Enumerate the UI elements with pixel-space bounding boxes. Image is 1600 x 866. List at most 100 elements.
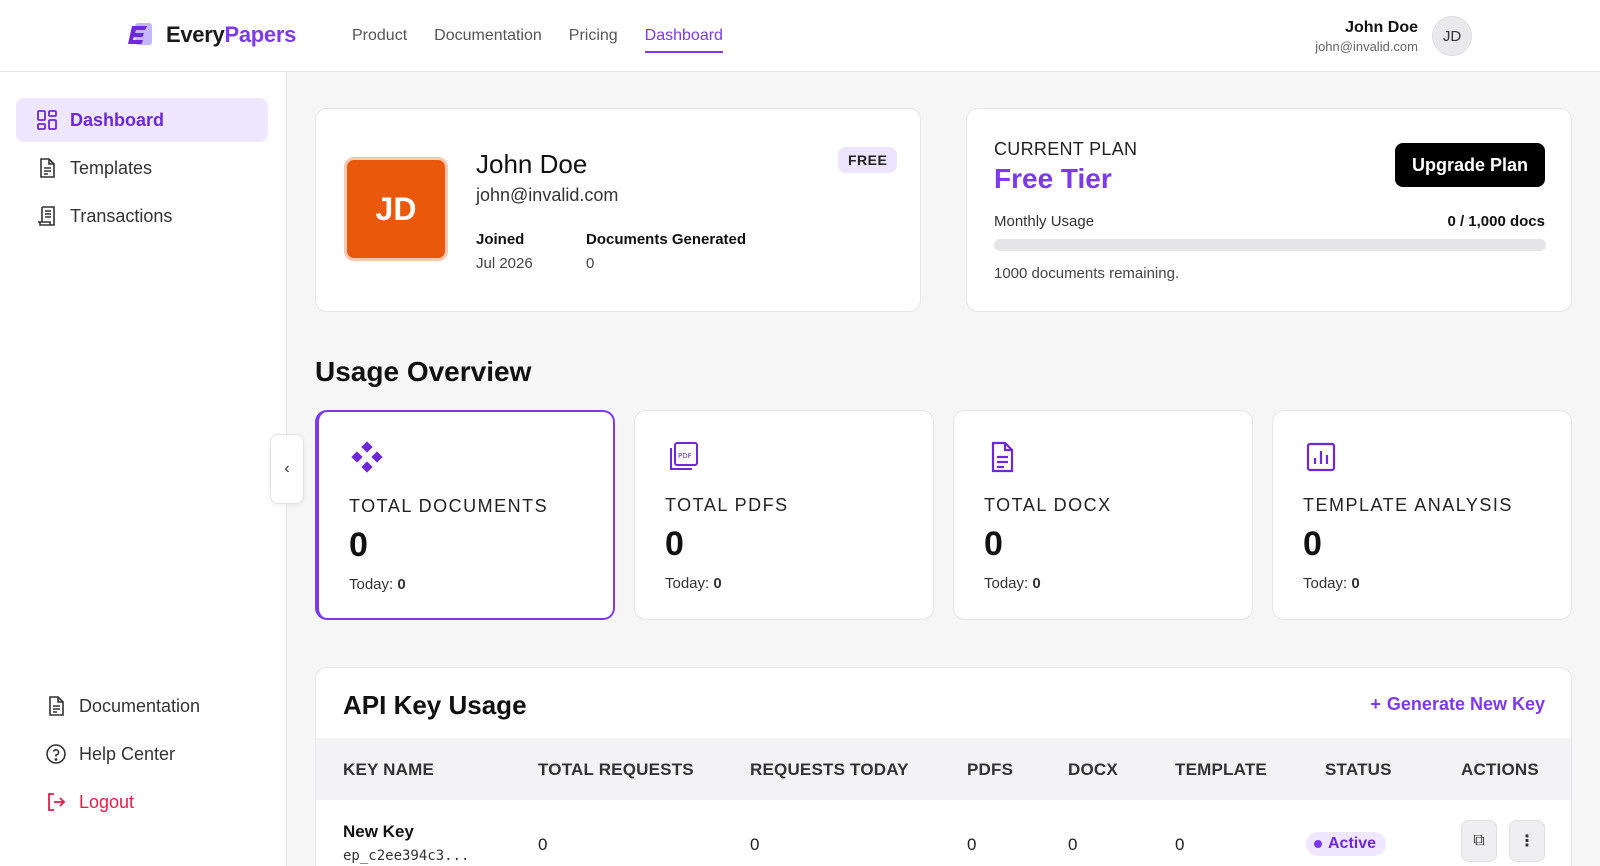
avatar[interactable]: JD xyxy=(1432,16,1472,56)
stat-card-total-documents[interactable]: TOTAL DOCUMENTS 0 Today: 0 xyxy=(315,410,615,620)
brand-name-part2: Papers xyxy=(224,22,297,47)
stat-today-label: Today: xyxy=(1303,575,1352,592)
plus-icon: + xyxy=(1370,694,1381,714)
stat-value: 0 xyxy=(984,525,1003,563)
logout-icon xyxy=(48,793,66,811)
sidebar-item-help-center[interactable]: Help Center xyxy=(25,732,277,776)
nav-dashboard[interactable]: Dashboard xyxy=(644,0,724,72)
help-circle-icon xyxy=(46,744,66,764)
receipt-icon xyxy=(38,206,55,226)
current-plan-name: Free Tier xyxy=(994,163,1112,194)
logo-icon xyxy=(128,23,152,45)
sidebar-item-label: Dashboard xyxy=(70,109,165,130)
user-email: john@invalid.com xyxy=(1315,38,1418,54)
usage-progress-bar xyxy=(994,239,1546,251)
top-bar: EveryPapers Product Documentation Pricin… xyxy=(0,0,1600,72)
sidebar-item-label: Templates xyxy=(70,157,153,178)
profile-card: JD John Doe john@invalid.com FREE Joined… xyxy=(315,108,921,312)
stat-title: TOTAL DOCX xyxy=(984,495,1112,515)
stat-today-value: 0 xyxy=(397,576,406,593)
user-name: John Doe xyxy=(1345,18,1418,36)
plan-card: CURRENT PLAN Free Tier Upgrade Plan Mont… xyxy=(966,108,1572,312)
sidebar-collapse-button[interactable]: ‹ xyxy=(270,434,304,504)
stat-today: Today: 0 xyxy=(665,575,722,592)
stat-card-total-pdfs[interactable]: PDF TOTAL PDFS 0 Today: 0 xyxy=(634,410,934,620)
api-key-usage-title: API Key Usage xyxy=(343,690,527,720)
copy-icon: ⧉ xyxy=(1473,832,1485,849)
user-info: John Doe john@invalid.com xyxy=(1315,19,1418,54)
documents-generated-value: 0 xyxy=(586,255,595,272)
docx-cell: 0 xyxy=(1068,835,1078,854)
template-cell: 0 xyxy=(1175,835,1185,854)
column-header: STATUS xyxy=(1325,760,1392,779)
svg-text:PDF: PDF xyxy=(678,452,692,460)
key-id: ep_c2ee394c3... xyxy=(343,848,470,864)
usage-overview-title: Usage Overview xyxy=(315,356,532,387)
table-header: KEY NAME TOTAL REQUESTS REQUESTS TODAY P… xyxy=(316,738,1571,800)
stat-today-value: 0 xyxy=(713,575,722,592)
sidebar-item-label: Logout xyxy=(79,791,135,812)
monthly-usage-label: Monthly Usage xyxy=(994,213,1095,230)
stat-today-label: Today: xyxy=(984,575,1033,592)
sidebar-item-label: Help Center xyxy=(79,743,176,764)
pdfs-cell: 0 xyxy=(967,835,977,854)
profile-avatar: JD xyxy=(344,157,448,261)
column-header: PDFS xyxy=(967,760,1014,779)
dashboard-grid-icon xyxy=(37,110,57,130)
more-vertical-icon: ⋮ xyxy=(1519,833,1535,850)
nav-product[interactable]: Product xyxy=(352,27,408,44)
top-nav: Product Documentation Pricing Dashboard xyxy=(352,0,724,72)
sidebar-item-documentation[interactable]: Documentation xyxy=(25,684,277,728)
sidebar-item-label: Transactions xyxy=(70,205,173,226)
user-menu[interactable]: John Doe john@invalid.com JD xyxy=(1315,16,1472,56)
monthly-usage-value: 0 / 1,000 docs xyxy=(1447,213,1545,230)
more-actions-button[interactable]: ⋮ xyxy=(1509,820,1545,862)
stat-today-value: 0 xyxy=(1351,575,1360,592)
stat-value: 0 xyxy=(665,525,684,563)
diamond-nodes-icon xyxy=(351,441,383,473)
bar-chart-icon xyxy=(1306,442,1336,472)
chevron-left-icon: ‹ xyxy=(284,460,290,477)
column-header: REQUESTS TODAY xyxy=(750,760,909,779)
documents-generated-label: Documents Generated xyxy=(586,231,747,248)
brand-logo[interactable]: EveryPapers xyxy=(126,20,296,50)
requests-today-cell: 0 xyxy=(750,835,760,854)
profile-name: John Doe xyxy=(476,149,588,179)
nav-documentation[interactable]: Documentation xyxy=(434,27,542,44)
stat-card-total-docx[interactable]: TOTAL DOCX 0 Today: 0 xyxy=(953,410,1253,620)
column-header: TOTAL REQUESTS xyxy=(538,760,694,779)
key-name: New Key xyxy=(343,822,414,841)
stat-today: Today: 0 xyxy=(349,576,406,593)
upgrade-plan-button[interactable]: Upgrade Plan xyxy=(1395,143,1545,187)
column-header: ACTIONS xyxy=(1461,760,1539,779)
api-key-usage-card: API Key Usage + Generate New Key KEY NAM… xyxy=(315,667,1572,866)
stat-today-value: 0 xyxy=(1032,575,1041,592)
stat-value: 0 xyxy=(1303,525,1322,563)
stat-today: Today: 0 xyxy=(1303,575,1360,592)
joined-value: Jul 2026 xyxy=(476,255,533,272)
joined-label: Joined xyxy=(476,231,525,248)
column-header: KEY NAME xyxy=(343,760,435,779)
total-requests-cell: 0 xyxy=(538,835,548,854)
sidebar-item-logout[interactable]: Logout xyxy=(25,780,277,824)
document-icon xyxy=(49,696,64,716)
stat-title: TOTAL PDFS xyxy=(665,495,789,515)
stat-today-label: Today: xyxy=(349,576,398,593)
sidebar-item-dashboard[interactable]: Dashboard xyxy=(16,98,268,142)
stat-title: TOTAL DOCUMENTS xyxy=(349,496,549,516)
brand-name-part1: Every xyxy=(166,22,225,47)
sidebar-item-templates[interactable]: Templates xyxy=(16,146,268,190)
document-icon xyxy=(40,158,55,178)
generate-new-key-label: Generate New Key xyxy=(1386,694,1545,714)
nav-pricing[interactable]: Pricing xyxy=(568,27,618,44)
sidebar: Dashboard Templates Transactions Documen… xyxy=(0,72,287,866)
sidebar-item-transactions[interactable]: Transactions xyxy=(16,194,268,238)
profile-email: john@invalid.com xyxy=(476,185,619,205)
stat-title: TEMPLATE ANALYSIS xyxy=(1303,495,1513,515)
status-label: Active xyxy=(1328,835,1377,852)
sidebar-item-label: Documentation xyxy=(79,695,201,716)
stat-card-template-analysis[interactable]: TEMPLATE ANALYSIS 0 Today: 0 xyxy=(1272,410,1572,620)
copy-key-button[interactable]: ⧉ xyxy=(1461,820,1497,862)
generate-new-key-button[interactable]: + Generate New Key xyxy=(1370,694,1545,715)
stat-today-label: Today: xyxy=(665,575,714,592)
